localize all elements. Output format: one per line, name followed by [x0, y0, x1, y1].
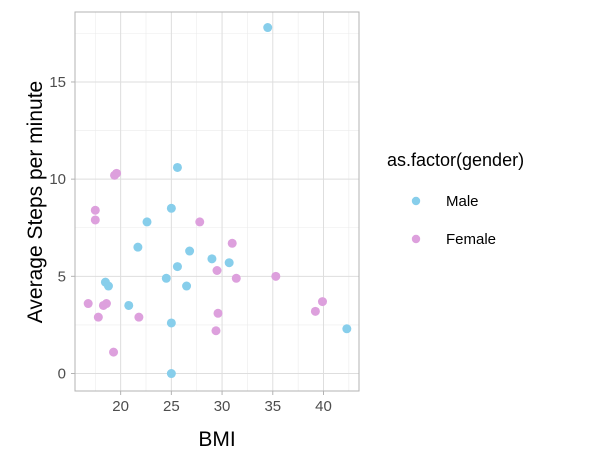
data-point-male	[166, 318, 176, 328]
data-points	[83, 23, 352, 379]
data-point-female	[211, 326, 221, 336]
data-point-male	[263, 23, 273, 33]
x-tick-label: 20	[112, 398, 129, 415]
data-point-female	[90, 215, 100, 225]
major-grid	[75, 12, 359, 391]
y-axis-ticks: 0 5 10 15	[49, 74, 75, 383]
legend-label-female: Female	[446, 231, 496, 248]
legend: as.factor(gender) Male Female	[387, 150, 524, 248]
legend-key-female	[411, 234, 421, 244]
data-point-male	[342, 324, 352, 334]
legend-label-male: Male	[446, 193, 479, 210]
legend-key-male	[411, 196, 421, 206]
data-point-female	[109, 347, 119, 357]
data-point-female	[317, 297, 327, 307]
legend-title: as.factor(gender)	[387, 150, 524, 170]
data-point-female	[310, 306, 320, 316]
x-tick-label: 25	[163, 398, 180, 415]
data-point-male	[166, 369, 176, 379]
data-point-male	[142, 217, 152, 227]
data-point-male	[133, 242, 143, 252]
minor-grid	[75, 12, 359, 391]
data-point-male	[124, 300, 134, 310]
data-point-male	[182, 281, 192, 291]
data-point-male	[161, 273, 171, 283]
y-tick-label: 0	[58, 366, 66, 383]
data-point-female	[231, 273, 241, 283]
data-point-male	[172, 162, 182, 172]
data-point-male	[172, 262, 182, 272]
y-axis-title: Average Steps per minute	[24, 81, 47, 323]
data-point-male	[207, 254, 217, 264]
data-point-female	[195, 217, 205, 227]
x-tick-label: 35	[264, 398, 281, 415]
y-tick-label: 10	[49, 171, 66, 188]
x-axis-title: BMI	[198, 428, 235, 451]
data-point-female	[90, 205, 100, 215]
y-tick-label: 15	[49, 74, 66, 91]
data-point-female	[101, 299, 111, 309]
x-tick-label: 40	[315, 398, 332, 415]
data-point-male	[185, 246, 195, 256]
data-point-female	[83, 299, 93, 309]
x-axis-ticks: 20 25 30 35 40	[112, 391, 332, 415]
data-point-female	[213, 308, 223, 318]
data-point-female	[134, 312, 144, 322]
data-point-female	[110, 170, 120, 180]
data-point-female	[93, 312, 103, 322]
plot-panel-border	[74, 11, 360, 392]
data-point-female	[227, 238, 237, 248]
data-point-male	[224, 258, 234, 268]
data-point-female	[271, 271, 281, 281]
data-point-male	[103, 281, 113, 291]
data-point-male	[166, 203, 176, 213]
x-tick-label: 30	[214, 398, 231, 415]
data-point-female	[212, 265, 222, 275]
y-tick-label: 5	[58, 268, 66, 285]
